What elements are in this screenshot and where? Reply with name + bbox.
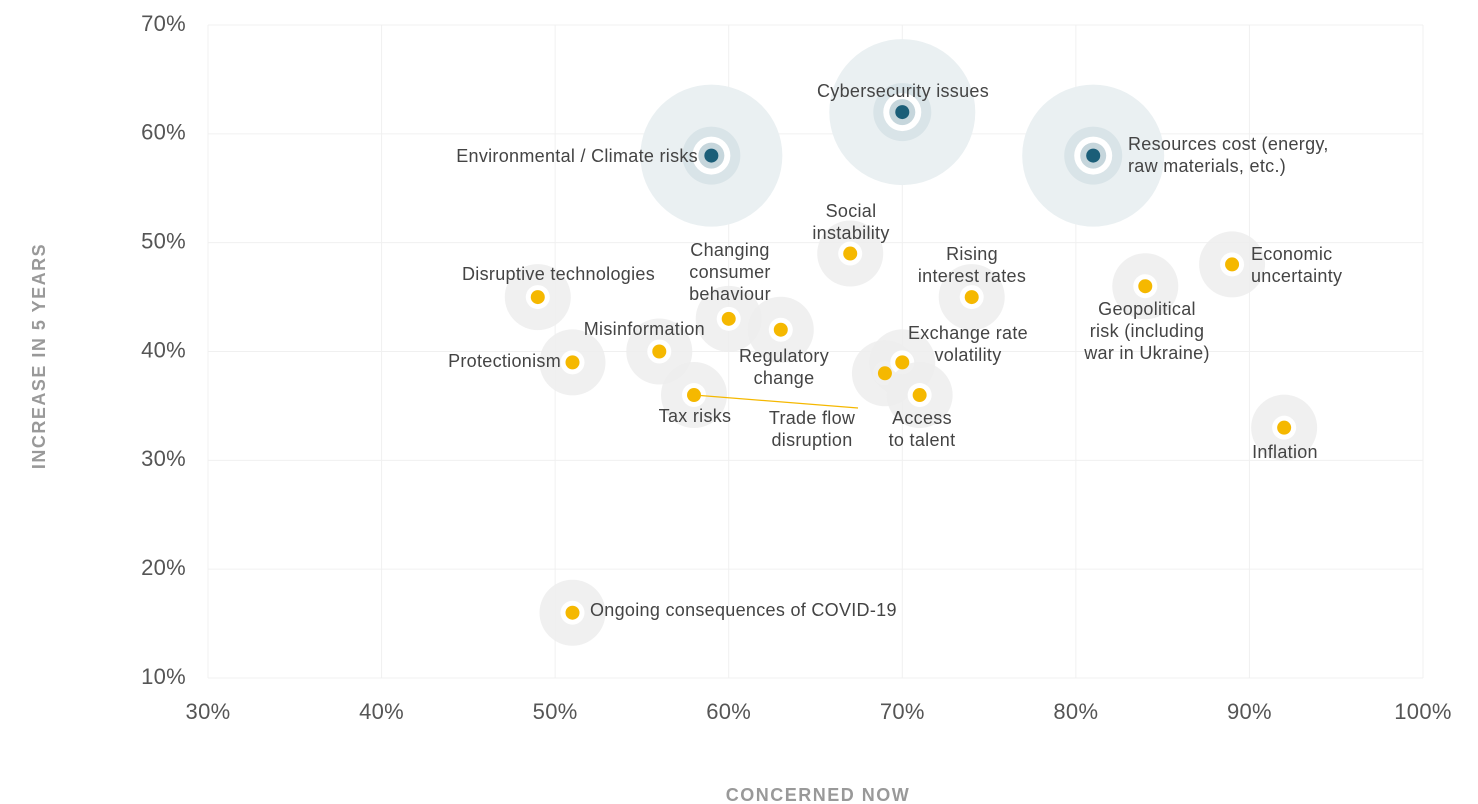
x-tick-label: 90%: [1227, 699, 1272, 724]
point: [530, 290, 545, 305]
y-tick-label: 50%: [141, 228, 186, 253]
y-tick-label: 60%: [141, 120, 186, 145]
point-label: Geopolitical: [1098, 299, 1196, 319]
point: [1138, 279, 1153, 294]
point-label: to talent: [889, 430, 956, 450]
leader-line: [693, 394, 859, 409]
y-tick-label: 40%: [141, 337, 186, 362]
x-tick-label: 50%: [533, 699, 578, 724]
point-label: Changing: [690, 240, 769, 260]
x-axis-title: CONCERNED NOW: [726, 785, 911, 804]
point-label: Rising: [946, 244, 998, 264]
point-label: Exchange rate: [908, 323, 1028, 343]
point-label: change: [754, 368, 815, 388]
point-label: Tax risks: [659, 406, 732, 426]
point-label: Protectionism: [448, 351, 561, 371]
point: [704, 148, 719, 163]
point-label: Regulatory: [739, 346, 829, 366]
point-label: Ongoing consequences of COVID-19: [590, 600, 897, 620]
point-label: consumer: [689, 262, 770, 282]
point: [565, 355, 580, 370]
point-label: uncertainty: [1251, 266, 1342, 286]
point-label: instability: [812, 223, 889, 243]
point-label: Environmental / Climate risks: [456, 146, 698, 166]
x-tick-label: 40%: [359, 699, 404, 724]
point: [1086, 148, 1101, 163]
point-label: risk (including: [1090, 321, 1205, 341]
point-label: Inflation: [1252, 442, 1318, 462]
point-label: raw materials, etc.): [1128, 156, 1286, 176]
point-label: Social: [826, 201, 877, 221]
x-tick-label: 100%: [1394, 699, 1451, 724]
x-tick-label: 60%: [706, 699, 751, 724]
point: [1277, 420, 1292, 435]
point-label: behaviour: [689, 284, 771, 304]
point-label: Disruptive technologies: [462, 264, 655, 284]
y-tick-label: 30%: [141, 446, 186, 471]
y-tick-label: 20%: [141, 555, 186, 580]
point-label: Resources cost (energy,: [1128, 134, 1329, 154]
point: [721, 311, 736, 326]
point-label: disruption: [771, 430, 852, 450]
point: [877, 366, 892, 381]
x-tick-label: 80%: [1053, 699, 1098, 724]
point-label: interest rates: [918, 266, 1026, 286]
point-label: volatility: [934, 345, 1001, 365]
point-label: Economic: [1251, 244, 1332, 264]
y-axis-title: INCREASE IN 5 YEARS: [29, 243, 49, 469]
point: [895, 355, 910, 370]
point: [565, 605, 580, 620]
point-label: Trade flow: [769, 408, 856, 428]
point-label: Misinformation: [584, 319, 705, 339]
point: [773, 322, 788, 337]
point-label: Cybersecurity issues: [817, 81, 989, 101]
point: [843, 246, 858, 261]
point: [895, 105, 910, 120]
y-tick-label: 70%: [141, 11, 186, 36]
point-label: war in Ukraine): [1083, 343, 1210, 363]
point-label: Access: [892, 408, 952, 428]
point: [1225, 257, 1240, 272]
y-tick-label: 10%: [141, 664, 186, 689]
point: [912, 388, 927, 403]
point: [964, 290, 979, 305]
x-tick-label: 70%: [880, 699, 925, 724]
point: [652, 344, 667, 359]
x-tick-label: 30%: [186, 699, 231, 724]
